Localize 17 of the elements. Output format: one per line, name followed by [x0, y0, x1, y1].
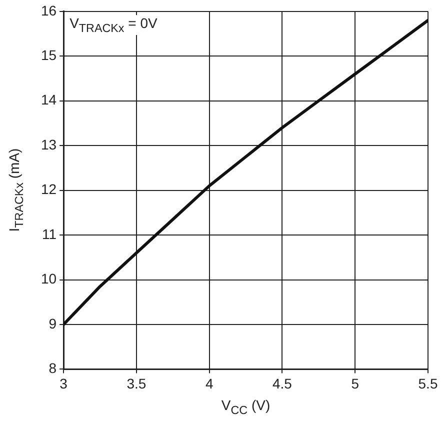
y-tick-label: 10 — [40, 270, 57, 287]
x-tick-label: 5.5 — [418, 375, 438, 392]
x-axis-title: V$_{CC}$ (V) — [221, 397, 270, 417]
y-tick-label: 9 — [48, 315, 57, 332]
x-tick-label: 4.5 — [272, 375, 292, 392]
x-tick-label: 3.5 — [126, 375, 146, 392]
y-tick-label: 12 — [40, 181, 57, 198]
y-tick-label: 13 — [40, 136, 57, 152]
y-tick-label: 16 — [40, 2, 57, 18]
x-tick-label: 4 — [205, 375, 214, 392]
x-tick-label: 5 — [351, 375, 360, 392]
annotation: V$_{TRACKx}$ = 0V — [68, 15, 160, 36]
y-tick-label: 8 — [48, 360, 57, 376]
y-tick-label: 14 — [40, 92, 57, 108]
x-tick-label: 3 — [60, 375, 68, 392]
y-tick-label: 11 — [42, 226, 57, 242]
y-tick-label: 15 — [40, 46, 57, 63]
